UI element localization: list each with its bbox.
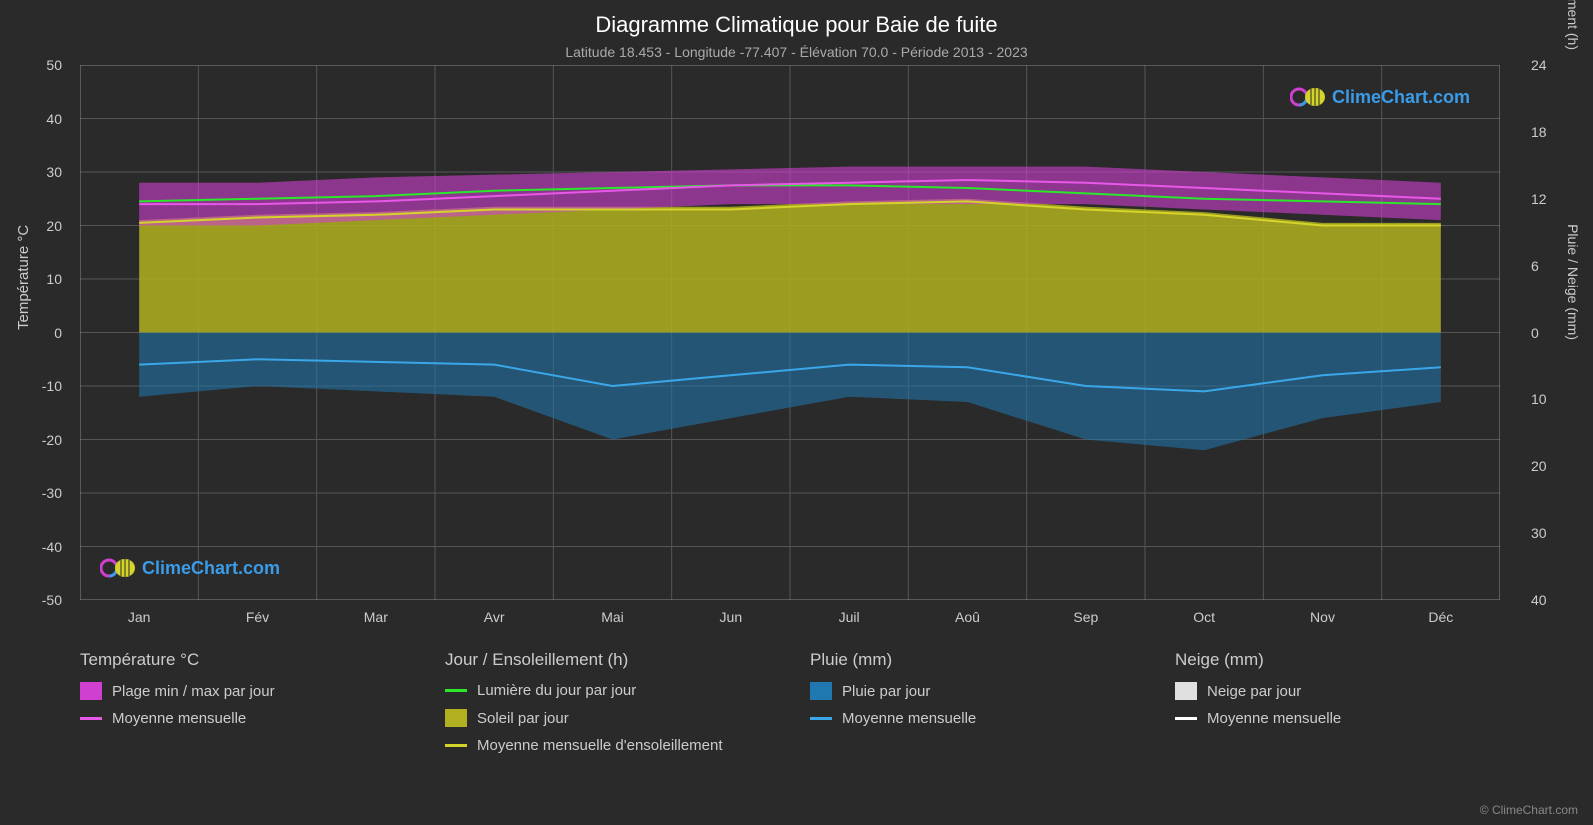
y-tick-right: 20	[1531, 458, 1547, 474]
y-axis-right: 2418126010203040	[1523, 65, 1583, 600]
y-tick-left: 40	[46, 111, 62, 127]
y-tick-left: 10	[46, 271, 62, 287]
y-tick-left: 0	[54, 325, 62, 341]
watermark-text: ClimeChart.com	[1332, 87, 1470, 108]
month-label: Mar	[364, 609, 388, 625]
month-label: Oct	[1193, 609, 1215, 625]
legend-label: Soleil par jour	[477, 710, 569, 727]
y-tick-left: 50	[46, 57, 62, 73]
legend-line-icon	[445, 689, 467, 692]
y-tick-right: 10	[1531, 391, 1547, 407]
y-tick-right: 6	[1531, 258, 1539, 274]
legend-header: Pluie (mm)	[810, 650, 1135, 670]
month-label: Jan	[128, 609, 151, 625]
y-tick-left: -40	[42, 539, 62, 555]
legend-line-icon	[810, 717, 832, 720]
y-axis-left: 50403020100-10-20-30-40-50	[10, 65, 70, 600]
y-tick-right: 24	[1531, 57, 1547, 73]
chart-subtitle: Latitude 18.453 - Longitude -77.407 - Él…	[0, 38, 1593, 60]
month-label: Juil	[839, 609, 860, 625]
y-tick-right: 18	[1531, 124, 1547, 140]
legend-header: Neige (mm)	[1175, 650, 1500, 670]
chart-title: Diagramme Climatique pour Baie de fuite	[0, 0, 1593, 38]
month-label: Nov	[1310, 609, 1335, 625]
y-tick-left: 30	[46, 164, 62, 180]
watermark-logo-icon	[1290, 85, 1326, 109]
legend-item: Moyenne mensuelle	[810, 710, 1135, 727]
watermark-text: ClimeChart.com	[142, 558, 280, 579]
plot-area: ClimeChart.com ClimeChart.com	[80, 65, 1500, 600]
climate-chart: Diagramme Climatique pour Baie de fuite …	[0, 0, 1593, 825]
month-label: Fév	[246, 609, 269, 625]
legend-col-snow: Neige (mm) Neige par jour Moyenne mensuell…	[1175, 650, 1500, 764]
y-tick-left: 20	[46, 218, 62, 234]
copyright: © ClimeChart.com	[1480, 803, 1578, 817]
legend-header: Jour / Ensoleillement (h)	[445, 650, 770, 670]
legend-label: Pluie par jour	[842, 683, 930, 700]
legend-swatch-icon	[810, 682, 832, 700]
y-tick-left: -10	[42, 378, 62, 394]
legend: Température °C Plage min / max par jour Mo…	[80, 650, 1500, 764]
month-label: Avr	[484, 609, 505, 625]
legend-col-daylight: Jour / Ensoleillement (h) Lumière du jour…	[445, 650, 770, 764]
y-axis-right-top-label: Jour / Ensoleillement (h)	[1565, 0, 1581, 50]
legend-item: Soleil par jour	[445, 709, 770, 727]
watermark-top: ClimeChart.com	[1290, 85, 1470, 109]
legend-item: Moyenne mensuelle	[1175, 710, 1500, 727]
watermark-bottom: ClimeChart.com	[100, 556, 280, 580]
legend-label: Moyenne mensuelle	[1207, 710, 1341, 727]
legend-swatch-icon	[80, 682, 102, 700]
legend-swatch-icon	[445, 709, 467, 727]
legend-swatch-icon	[1175, 682, 1197, 700]
plot-svg	[80, 65, 1500, 600]
legend-header: Température °C	[80, 650, 405, 670]
y-tick-left: -30	[42, 485, 62, 501]
legend-item: Lumière du jour par jour	[445, 682, 770, 699]
y-tick-right: 30	[1531, 525, 1547, 541]
legend-line-icon	[80, 717, 102, 720]
x-axis: Jan Fév Mar Avr Mai Jun Juil Aoû Sep Oct Nov Déc	[80, 605, 1500, 635]
watermark-logo-icon	[100, 556, 136, 580]
legend-item: Moyenne mensuelle d'ensoleillement	[445, 737, 770, 754]
legend-item: Neige par jour	[1175, 682, 1500, 700]
legend-item: Pluie par jour	[810, 682, 1135, 700]
legend-col-temperature: Température °C Plage min / max par jour Mo…	[80, 650, 405, 764]
legend-line-icon	[445, 744, 467, 747]
month-label: Jun	[720, 609, 743, 625]
legend-line-icon	[1175, 717, 1197, 720]
legend-label: Plage min / max par jour	[112, 683, 275, 700]
month-label: Aoû	[955, 609, 980, 625]
y-tick-right: 0	[1531, 325, 1539, 341]
legend-col-rain: Pluie (mm) Pluie par jour Moyenne mensuell…	[810, 650, 1135, 764]
y-tick-right: 40	[1531, 592, 1547, 608]
legend-label: Moyenne mensuelle d'ensoleillement	[477, 737, 723, 754]
legend-label: Neige par jour	[1207, 683, 1301, 700]
y-tick-right: 12	[1531, 191, 1547, 207]
legend-label: Moyenne mensuelle	[842, 710, 976, 727]
legend-label: Moyenne mensuelle	[112, 710, 246, 727]
y-tick-left: -50	[42, 592, 62, 608]
month-label: Sep	[1073, 609, 1098, 625]
legend-label: Lumière du jour par jour	[477, 682, 636, 699]
month-label: Déc	[1428, 609, 1453, 625]
legend-item: Moyenne mensuelle	[80, 710, 405, 727]
month-label: Mai	[601, 609, 624, 625]
y-tick-left: -20	[42, 432, 62, 448]
legend-item: Plage min / max par jour	[80, 682, 405, 700]
